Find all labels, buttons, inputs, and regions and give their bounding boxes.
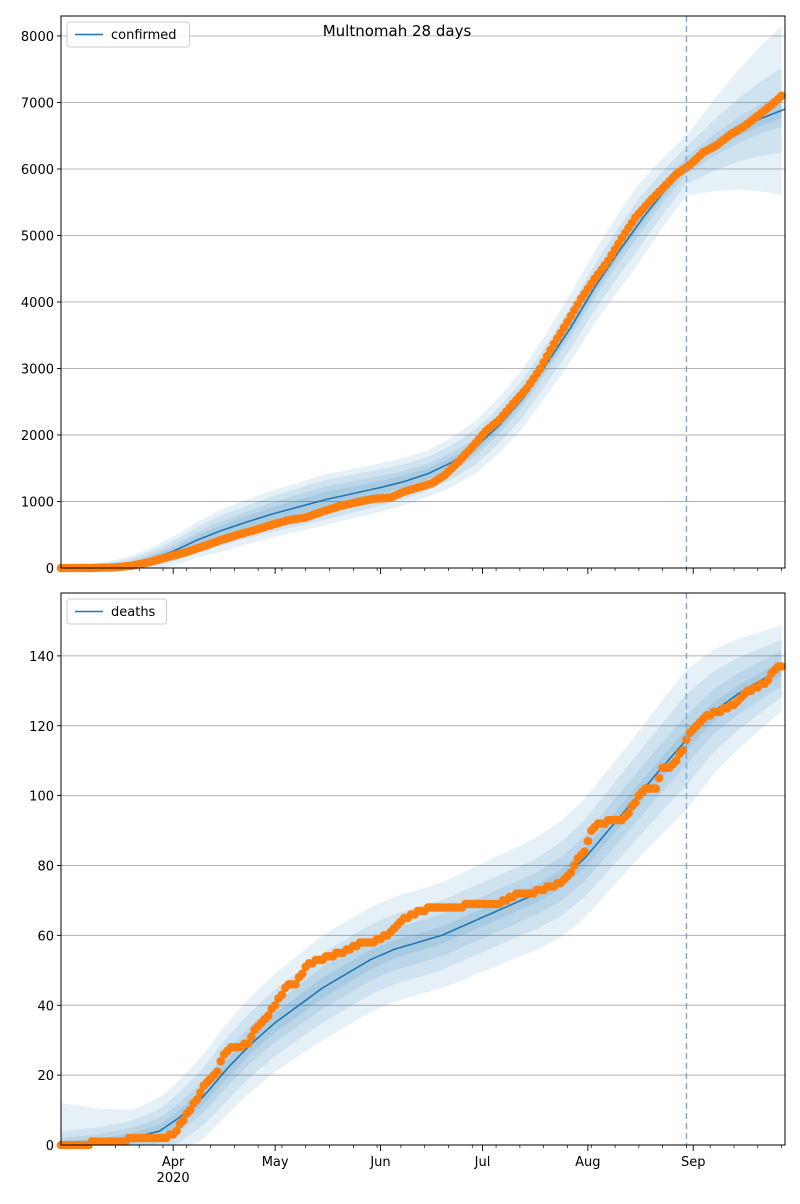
uncertainty-band: [61, 625, 782, 1145]
observed-point: [270, 1001, 280, 1010]
observed-point: [777, 662, 786, 671]
x-tick-label: Apr: [162, 1155, 185, 1170]
observed-point: [192, 1095, 202, 1104]
observed-point: [654, 773, 664, 783]
y-tick-label: 120: [29, 720, 54, 735]
y-tick-label: 20: [37, 1069, 54, 1084]
legend-box: [66, 21, 190, 48]
y-tick-label: 40: [37, 999, 54, 1014]
observed-point: [213, 1067, 222, 1076]
uncertainty-band: [61, 650, 782, 1145]
x-tick-year-label: 2020: [157, 1171, 190, 1186]
uncertainty-band: [61, 25, 782, 568]
legend-box: [66, 598, 168, 625]
x-tick-label: Jul: [474, 1155, 491, 1170]
uncertainty-band: [61, 94, 782, 568]
y-tick-label: 3000: [21, 362, 54, 377]
observed-point: [624, 808, 633, 818]
observed-point: [247, 1032, 256, 1041]
observed-point: [583, 836, 593, 846]
axes-frame: [60, 592, 786, 1146]
y-tick-label: 60: [37, 929, 54, 944]
y-tick-label: 4000: [21, 296, 54, 311]
uncertainty-band: [61, 68, 782, 568]
observed-point: [172, 1126, 181, 1136]
legend: confirmed: [66, 21, 190, 48]
observed-point: [570, 861, 579, 870]
x-tick-label: Sep: [681, 1155, 706, 1170]
y-tick-label: 0: [46, 1139, 54, 1154]
observed-point: [651, 784, 661, 793]
observed-point: [777, 91, 786, 101]
x-tick-label: Aug: [575, 1155, 600, 1170]
observed-point: [631, 798, 640, 807]
x-tick-label: May: [262, 1155, 289, 1170]
observed-point: [763, 676, 773, 685]
y-tick-label: 8000: [21, 30, 54, 45]
confirmed-panel: 0 1000 2000 3000 4000 5000 6000 7000 8000 confirm…: [21, 15, 786, 577]
axes-frame: [60, 15, 786, 569]
legend-label: deaths: [111, 605, 156, 620]
observed-point: [179, 1116, 188, 1125]
uncertainty-band: [61, 639, 782, 1145]
legend-label: confirmed: [111, 28, 177, 43]
observed-point: [277, 990, 287, 1000]
observed-point: [216, 1056, 226, 1066]
y-tick-label: 0: [46, 562, 54, 577]
chart-title: Multnomah 28 days: [323, 22, 472, 40]
y-tick-label: 2000: [21, 429, 54, 444]
y-tick-label: 6000: [21, 163, 54, 178]
observed-point: [682, 735, 691, 744]
observed-point: [566, 868, 576, 877]
uncertainty-band: [61, 661, 782, 1145]
observed-point: [243, 1039, 253, 1048]
observed-point: [291, 980, 300, 989]
y-tick-label: 100: [29, 790, 54, 805]
observed-point: [185, 1105, 195, 1115]
y-tick-label: 5000: [21, 229, 54, 244]
observed-point: [264, 1011, 273, 1020]
y-tick-label: 140: [29, 650, 54, 665]
observed-point: [580, 847, 589, 856]
observed-point: [196, 1088, 205, 1097]
observed-point: [671, 756, 681, 765]
y-tick-label: 7000: [21, 96, 54, 111]
legend: deaths: [66, 598, 168, 625]
x-tick-label: Jun: [369, 1155, 390, 1170]
y-tick-label: 1000: [21, 495, 54, 510]
y-tick-label: 80: [37, 860, 54, 875]
observed-point: [298, 969, 307, 979]
observed-point: [678, 745, 688, 755]
